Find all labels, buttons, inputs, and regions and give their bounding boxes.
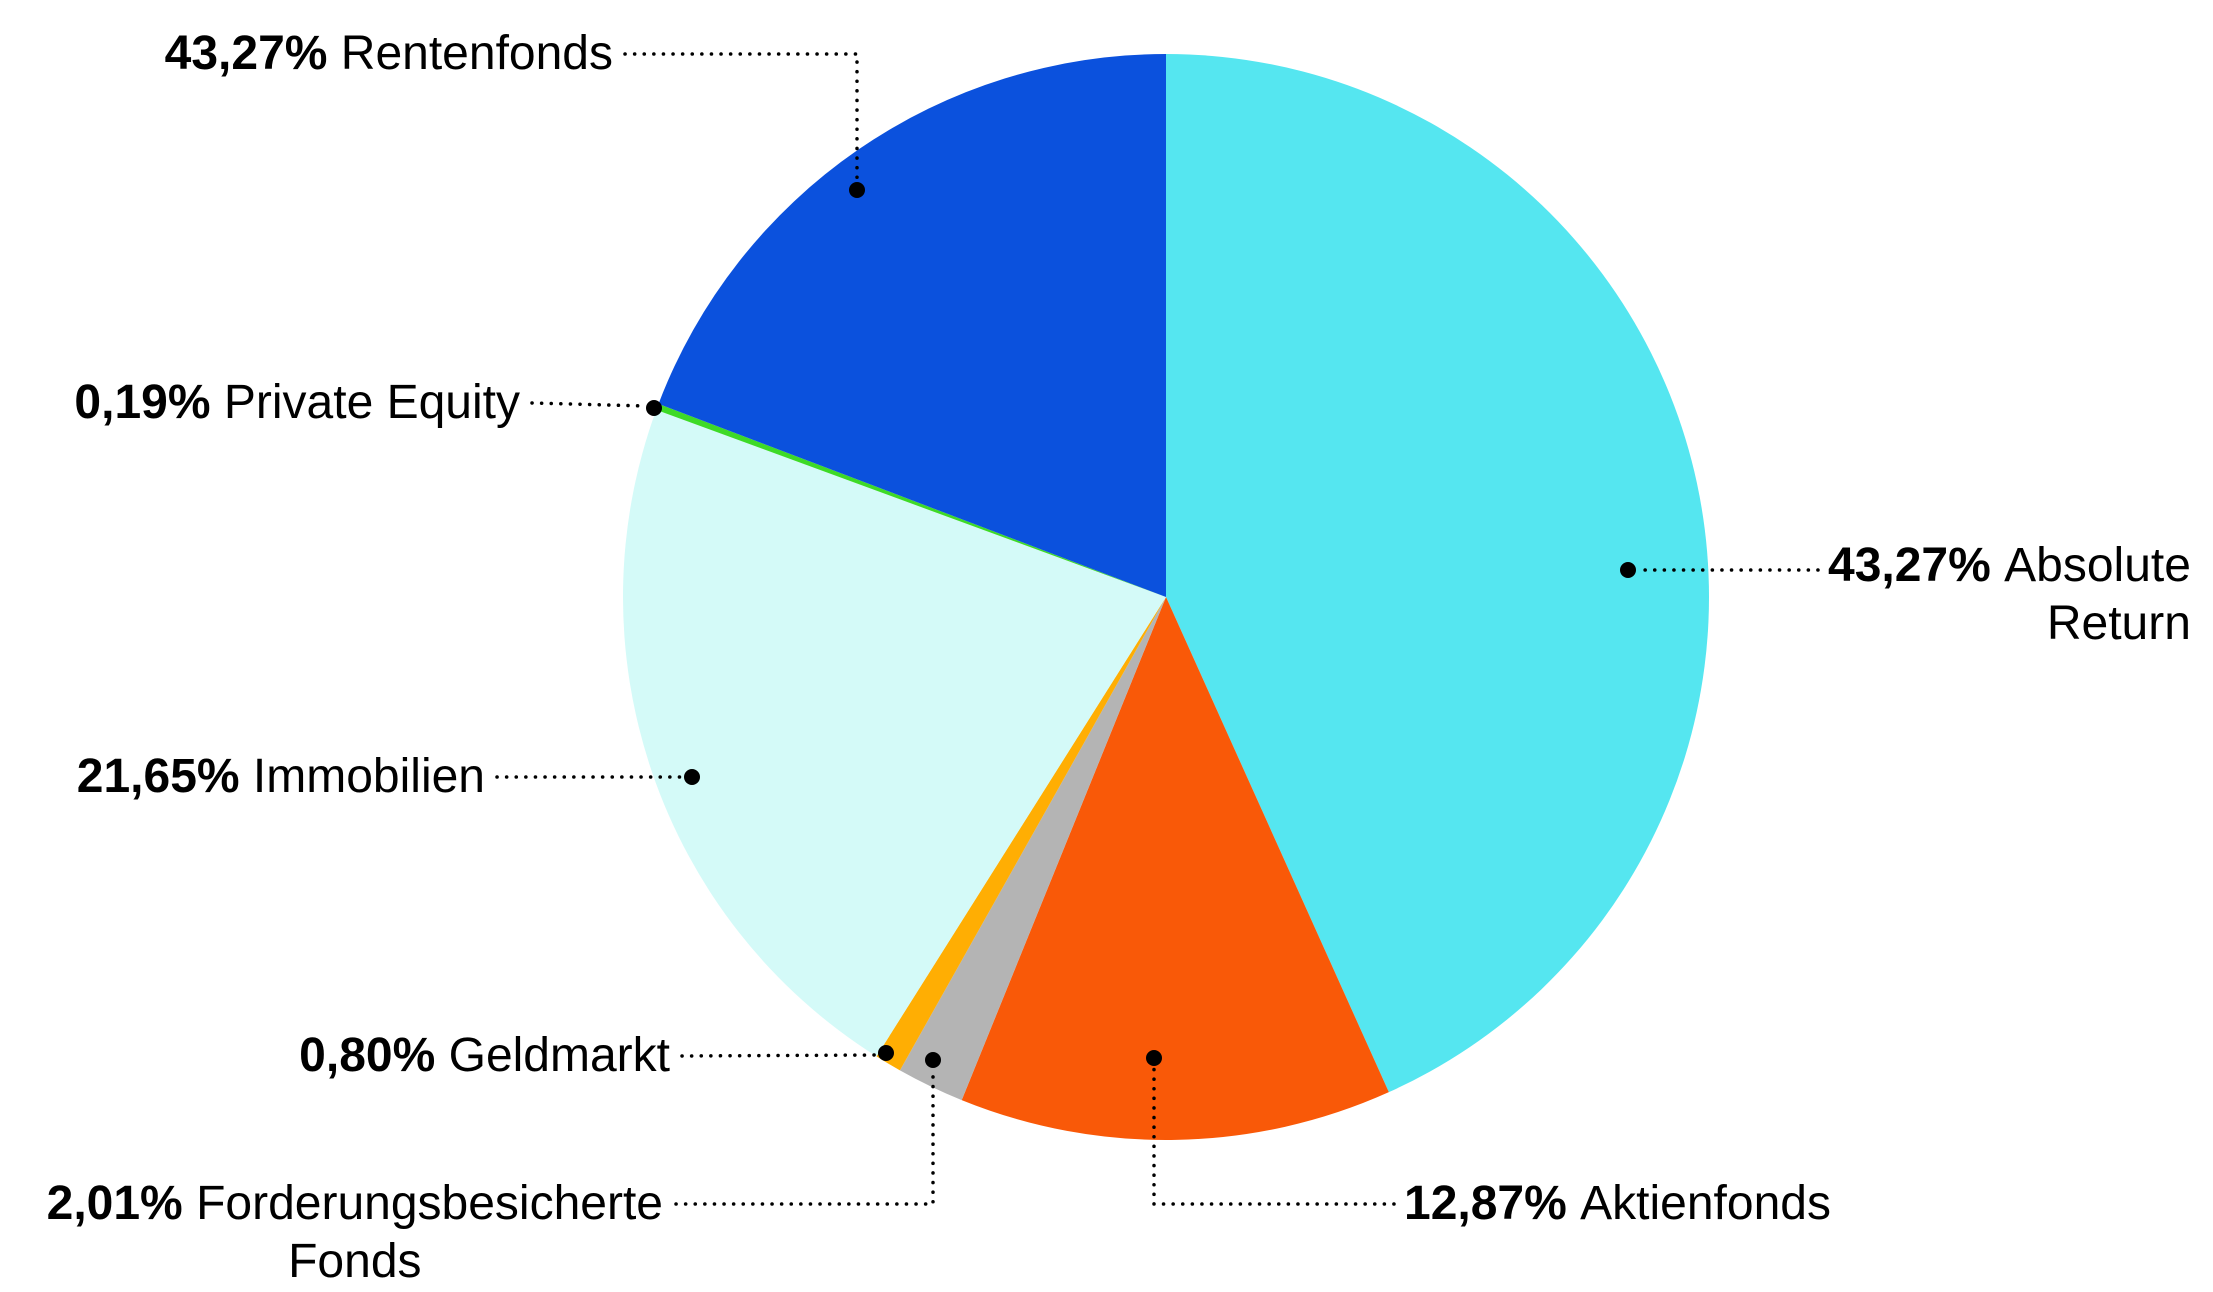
pie-slice-immobilien[interactable]	[623, 409, 1166, 1057]
callout-dot-absolute-return	[1620, 562, 1636, 578]
callout-leader-rentenfonds	[623, 52, 859, 182]
callout-name-private-equity: Private Equity	[210, 376, 520, 429]
callout-percent-absolute-return: 43,27%	[1828, 539, 1991, 592]
callout-label-geldmarkt: 0,80% Geldmarkt	[299, 1027, 670, 1085]
callout-label-private-equity: 0,19% Private Equity	[74, 374, 520, 432]
callout-label-forderungsbesicherte-fonds: 2,01% Forderungsbesicherte Fonds	[47, 1175, 663, 1291]
callout-percent-private-equity: 0,19%	[74, 376, 211, 429]
pie-slice-geldmarkt[interactable]	[876, 597, 1166, 1071]
callout-percent-rentenfonds: 43,27%	[164, 27, 328, 80]
callout-dot-rentenfonds	[849, 182, 865, 198]
pie-slice-absolute-return[interactable]	[1166, 54, 1710, 1093]
callout-leader-aktienfonds	[1152, 1064, 1396, 1206]
callout-dot-aktienfonds	[1146, 1050, 1162, 1066]
callout-percent-geldmarkt: 0,80%	[299, 1029, 436, 1082]
callout-dot-immobilien	[684, 769, 700, 785]
callout-name-rentenfonds: Rentenfonds	[327, 27, 613, 80]
callout-name-immobilien: Immobilien	[239, 750, 485, 803]
callout-percent-immobilien: 21,65%	[76, 750, 240, 803]
callout-name-absolute-return: Absolute	[1990, 539, 2191, 592]
callout-percent-forderungsbesicherte-fonds: 2,01%	[46, 1177, 183, 1230]
callout-dot-private-equity	[646, 400, 662, 416]
callout-label-absolute-return: 43,27% Absolute Return	[1828, 537, 2191, 653]
callout-dot-forderungsbesicherte-fonds	[925, 1052, 941, 1068]
callout-leader-private-equity	[530, 401, 648, 408]
callout-percent-aktienfonds: 12,87%	[1404, 1177, 1567, 1230]
callout-dot-geldmarkt	[878, 1045, 894, 1061]
pie-slice-forderungsbesicherte-fonds[interactable]	[899, 597, 1166, 1101]
callout-leader-geldmarkt	[680, 1053, 880, 1058]
callout-name-geldmarkt: Geldmarkt	[435, 1029, 670, 1082]
callout-name-aktienfonds: Aktienfonds	[1566, 1177, 1831, 1230]
callout-name-line2-forderungsbesicherte-fonds: Fonds	[288, 1235, 422, 1288]
callout-name-line2-absolute-return: Return	[2046, 597, 2191, 650]
callout-leader-forderungsbesicherte-fonds	[674, 1066, 935, 1206]
callout-label-immobilien: 21,65% Immobilien	[77, 748, 485, 806]
callout-name-forderungsbesicherte-fonds: Forderungsbesicherte	[182, 1177, 663, 1230]
pie-slice-aktienfonds[interactable]	[961, 597, 1389, 1140]
callout-label-rentenfonds: 43,27% Rentenfonds	[165, 25, 613, 83]
callout-label-aktienfonds: 12,87% Aktienfonds	[1404, 1175, 1831, 1233]
pie-slice-private-equity[interactable]	[656, 403, 1166, 597]
pie-slice-rentenfonds[interactable]	[658, 54, 1166, 597]
